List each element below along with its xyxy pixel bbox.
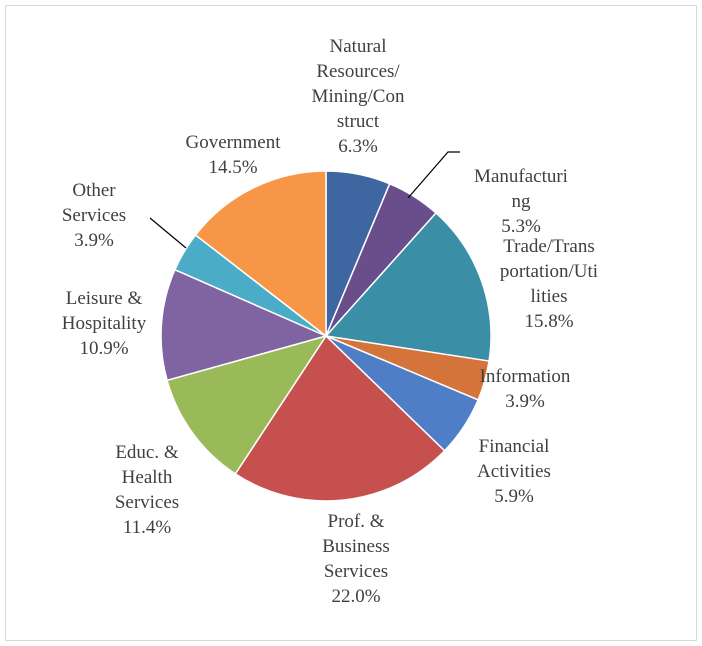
slice-category-label: Information xyxy=(480,366,571,387)
slice-category-label: struct xyxy=(337,111,380,132)
slice-category-label: Services xyxy=(62,205,126,226)
slice-label: Government 14.5% xyxy=(186,132,282,178)
leader-line xyxy=(149,217,187,249)
pie-slice xyxy=(324,211,492,362)
slice-category-label: Other xyxy=(72,180,116,201)
slice-value-label: 5.9% xyxy=(494,486,534,507)
slice-label: Trade/Trans portation/Uti lities 15.8% xyxy=(500,236,598,332)
slice-value-label: 22.0% xyxy=(331,586,380,607)
slice-category-label: lities xyxy=(531,286,568,307)
slice-category-label: Government xyxy=(186,132,282,153)
slice-label: Information 3.9% xyxy=(480,366,571,412)
slice-value-label: 14.5% xyxy=(208,157,257,178)
slice-category-label: Resources/ xyxy=(316,61,400,82)
leader-line xyxy=(407,151,460,199)
slice-value-label: 3.9% xyxy=(505,391,545,412)
slice-category-label: Activities xyxy=(477,461,551,482)
slice-category-label: Financial xyxy=(479,436,550,457)
slice-value-label: 5.3% xyxy=(501,216,541,237)
slice-label: Educ. & Health Services 11.4% xyxy=(115,442,179,538)
slice-value-label: 11.4% xyxy=(123,517,172,538)
slice-category-label: portation/Uti xyxy=(500,261,598,282)
slice-value-label: 15.8% xyxy=(524,311,573,332)
slice-value-label: 10.9% xyxy=(79,338,128,359)
slice-category-label: Leisure & xyxy=(66,288,143,309)
pie-slice xyxy=(160,268,329,382)
pie-slice xyxy=(234,334,446,502)
slice-category-label: Trade/Trans xyxy=(503,236,595,257)
slice-label: Leisure & Hospitality 10.9% xyxy=(62,288,147,359)
slice-category-label: Natural xyxy=(330,36,387,57)
slice-value-label: 3.9% xyxy=(74,230,114,251)
slice-category-label: Mining/Con xyxy=(312,86,405,107)
pie-slice xyxy=(194,170,327,338)
pie-slice xyxy=(166,334,328,475)
slice-category-label: Manufacturi xyxy=(474,166,568,187)
slice-label: Manufacturi ng 5.3% xyxy=(474,166,568,237)
slice-category-label: Hospitality xyxy=(62,313,147,334)
slice-category-label: Educ. & xyxy=(115,442,179,463)
slice-category-label: Prof. & xyxy=(328,511,385,532)
slice-label: Prof. & Business Services 22.0% xyxy=(322,511,390,607)
slice-category-label: Services xyxy=(115,492,179,513)
slice-value-label: 6.3% xyxy=(338,136,378,157)
slice-category-label: Business xyxy=(322,536,390,557)
slice-category-label: Health xyxy=(122,467,173,488)
slice-label: Natural Resources/Mining/Con struct 6.3% xyxy=(312,36,405,157)
slice-label: Other Services 3.9% xyxy=(62,180,126,251)
slice-category-label: Services xyxy=(324,561,388,582)
slice-category-label: ng xyxy=(512,191,532,212)
slice-label: Financial Activities 5.9% xyxy=(477,436,551,507)
